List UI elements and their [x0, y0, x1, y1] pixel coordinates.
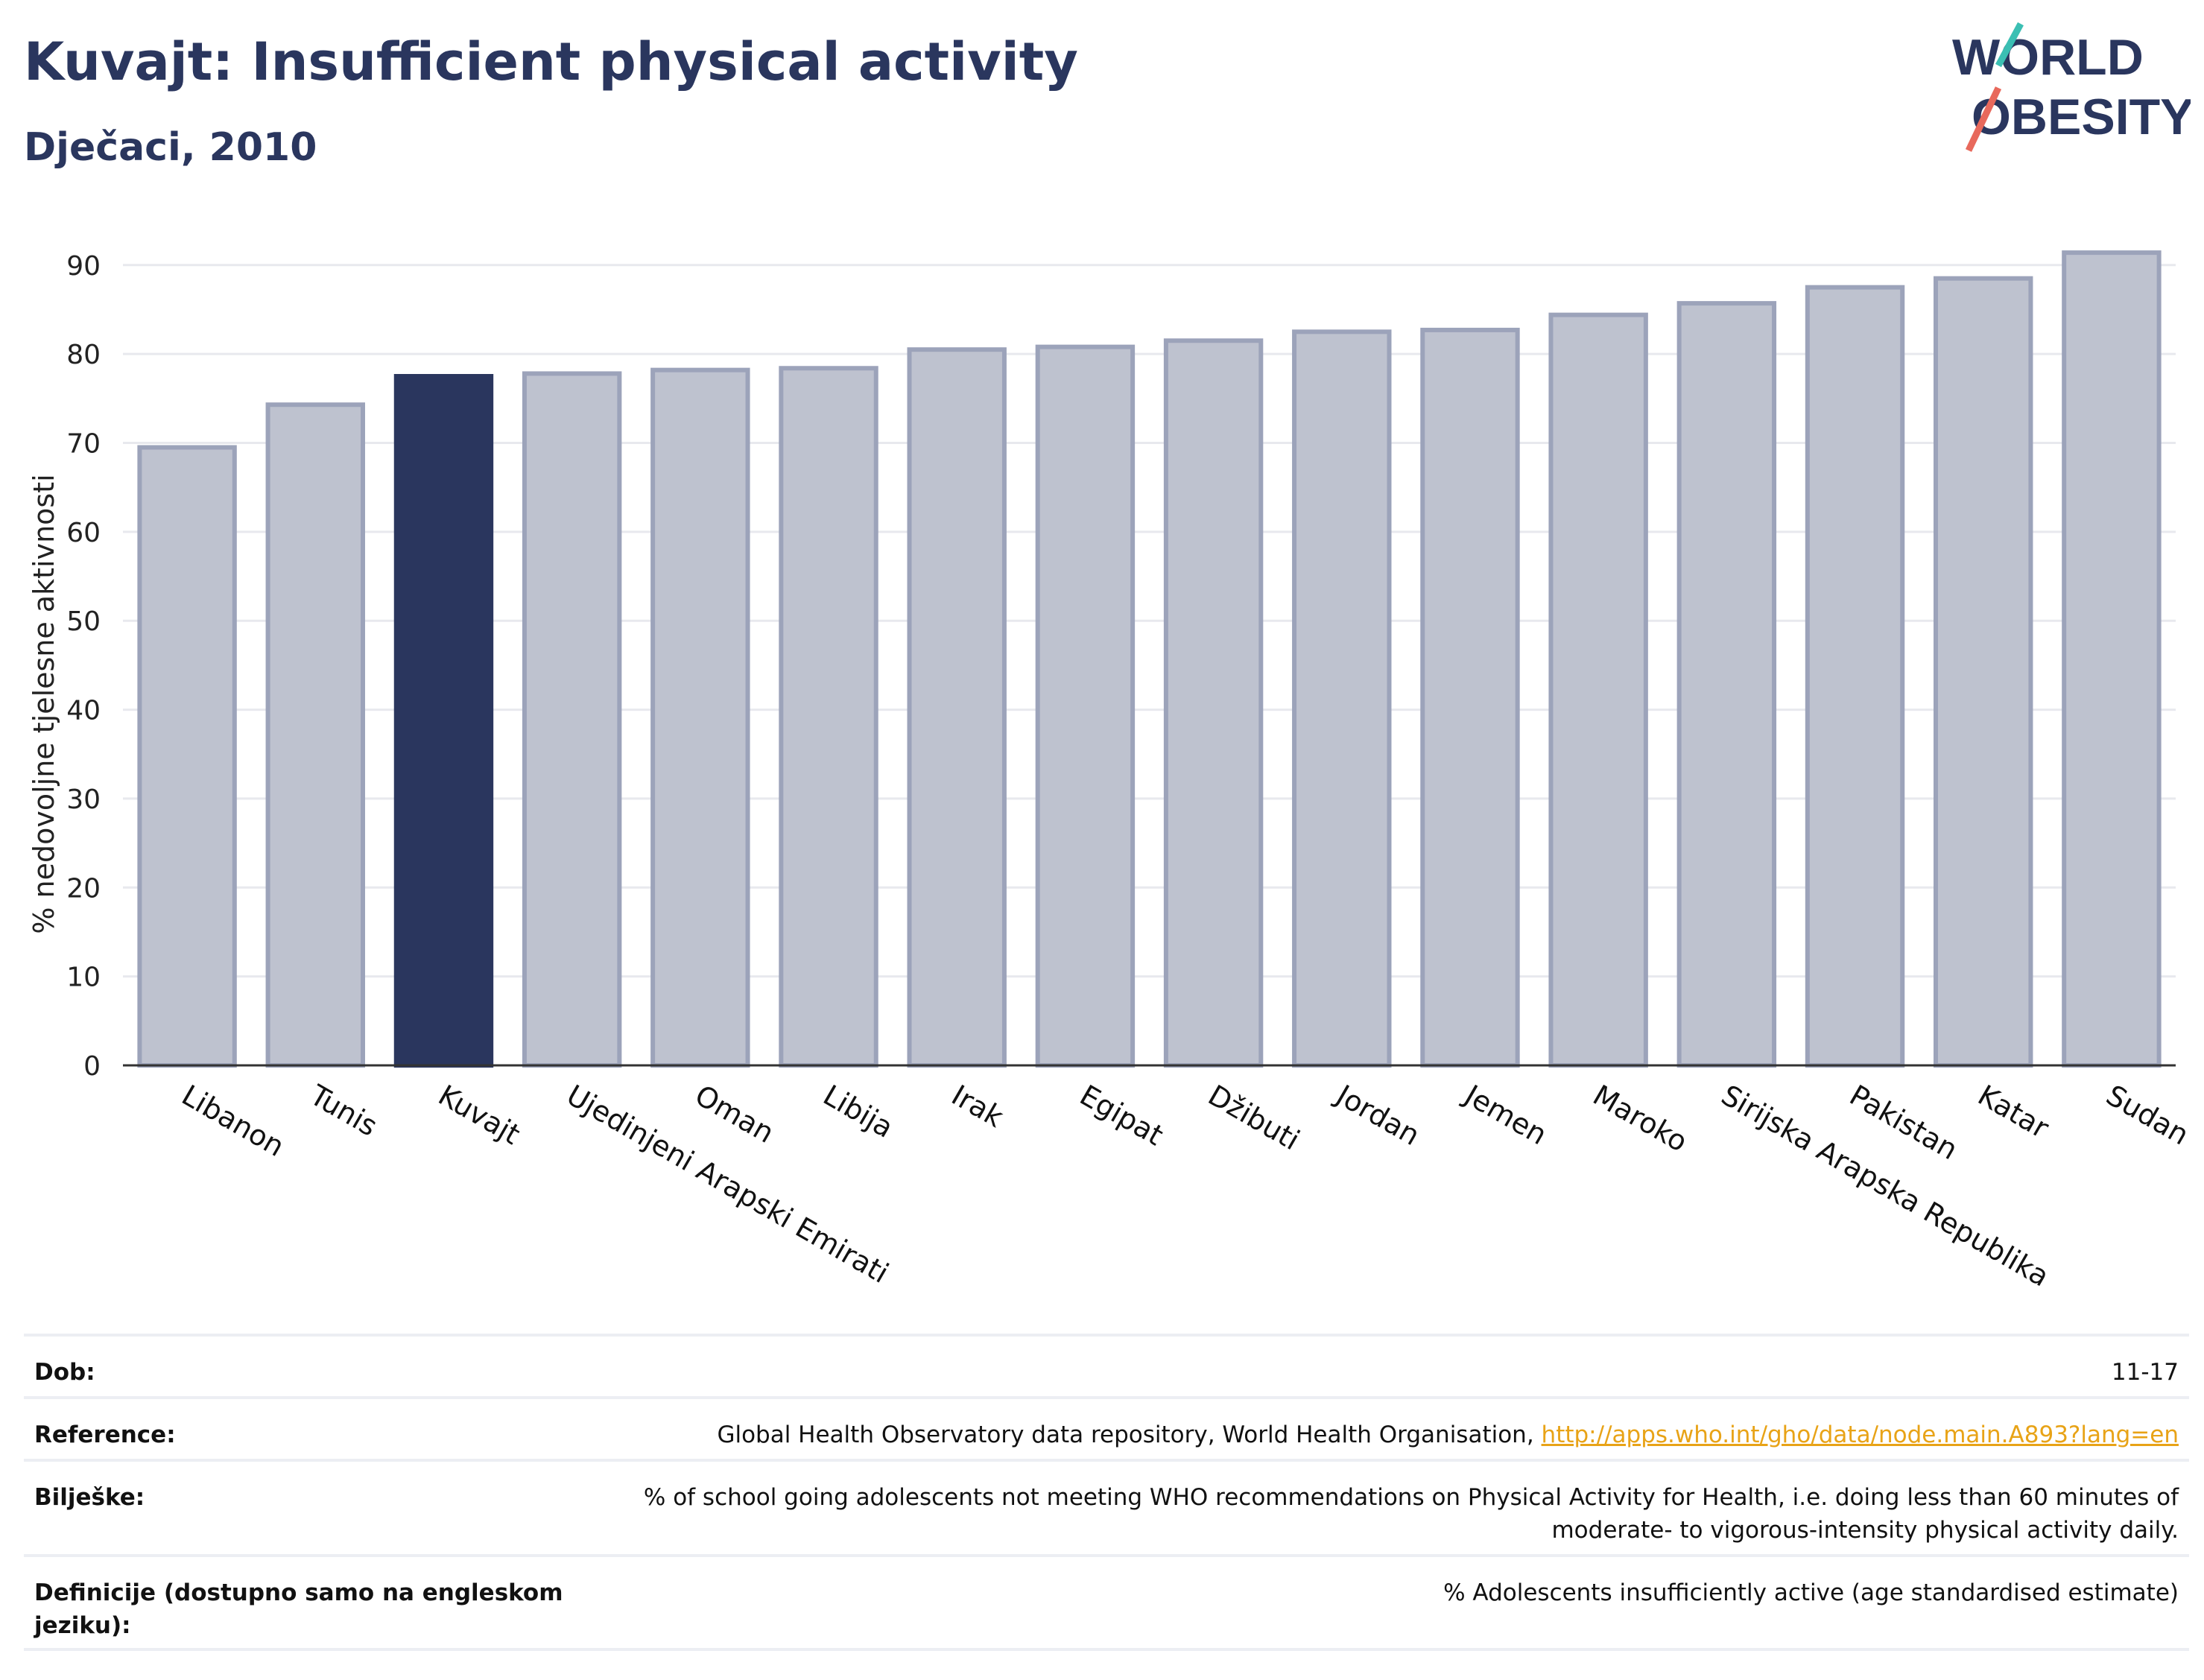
x-tick-label: Katar	[1972, 1079, 2054, 1145]
info-row-definitions: Definicije (dostupno samo na engleskom j…	[24, 1554, 2189, 1651]
x-tick-label: Sudan	[2100, 1079, 2194, 1152]
logo-line-2: OBESITY	[1972, 89, 2191, 145]
y-tick-label: 0	[83, 1051, 101, 1082]
reference-link[interactable]: http://apps.who.int/gho/data/node.main.A…	[1541, 1421, 2179, 1448]
bar-ujedinjeni-arapski-emirati	[522, 371, 622, 1068]
bars	[137, 250, 2162, 1068]
y-tick-label: 40	[66, 696, 101, 726]
x-tick-label: Irak	[946, 1079, 1009, 1134]
bar-maroko	[1548, 312, 1648, 1068]
x-tick-labels: Libanon Tunis Kuvajt Ujedinjeni Arapski Emi…	[177, 1078, 2194, 1293]
x-tick-label: Egipat	[1074, 1079, 1169, 1153]
x-tick-label: Tunis	[304, 1078, 383, 1143]
x-tick-label: Kuvajt	[433, 1079, 525, 1151]
info-label: Definicije (dostupno samo na engleskom j…	[34, 1579, 563, 1639]
info-value: 11-17	[2111, 1359, 2179, 1386]
info-row-notes: Bilješke: % of school going adolescents …	[24, 1459, 2189, 1554]
bar-sirijska-arapska-republika	[1676, 301, 1777, 1068]
x-tick-label: Libanon	[177, 1079, 290, 1163]
world-obesity-logo: WORLD OBESITY	[1952, 22, 2191, 152]
bar-kuvajt	[393, 374, 494, 1068]
info-label: Bilješke:	[34, 1484, 145, 1511]
x-tick-label: Jordan	[1330, 1078, 1425, 1153]
info-row-age: Dob: 11-17	[24, 1334, 2189, 1396]
y-tick-label: 90	[66, 251, 101, 282]
y-tick-label: 20	[66, 873, 101, 904]
y-tick-label: 70	[66, 429, 101, 460]
y-tick-label: 60	[66, 518, 101, 548]
info-table: Dob: 11-17 Reference: Global Health Obse…	[24, 1334, 2189, 1651]
y-tick-label: 10	[66, 963, 101, 993]
bar-tunis	[265, 402, 365, 1068]
bar-egipat	[1035, 344, 1136, 1068]
logo-line-1: WORLD	[1952, 29, 2144, 86]
y-tick-labels: 0 10 20 30 40 50 60 70 80 90	[66, 251, 101, 1082]
info-label: Reference:	[34, 1421, 176, 1448]
x-tick-label: Libija	[818, 1079, 899, 1144]
y-tick-label: 30	[66, 784, 101, 815]
logo-slash-coral	[1965, 86, 2002, 152]
x-tick-label: Oman	[689, 1079, 779, 1150]
y-tick-label: 50	[66, 606, 101, 637]
info-value: % of school going adolescents not meetin…	[643, 1484, 2179, 1544]
x-tick-label: Maroko	[1588, 1079, 1694, 1158]
info-value: Global Health Observatory data repositor…	[717, 1419, 2179, 1459]
bar-džibuti	[1163, 338, 1264, 1068]
bar-irak	[907, 347, 1007, 1068]
page-title: Kuvajt: Insufficient physical activity	[24, 31, 1078, 92]
reference-text: Global Health Observatory data repositor…	[717, 1421, 1542, 1448]
y-tick-label: 80	[66, 340, 101, 370]
bar-jemen	[1420, 327, 1520, 1068]
x-tick-label: Džibuti	[1203, 1079, 1305, 1157]
bar-sudan	[2062, 250, 2162, 1068]
logo-slash-teal	[1995, 22, 2024, 68]
x-tick-label: Jemen	[1458, 1078, 1553, 1152]
bar-oman	[650, 367, 750, 1068]
bar-pakistan	[1805, 285, 1905, 1068]
page-subtitle: Dječaci, 2010	[24, 125, 317, 170]
bar-jordan	[1292, 329, 1392, 1068]
bar-libanon	[137, 445, 237, 1068]
bar-libija	[779, 366, 878, 1068]
info-row-reference: Reference: Global Health Observatory dat…	[24, 1396, 2189, 1459]
info-label: Dob:	[34, 1359, 95, 1386]
info-value: % Adolescents insufficiently active (age…	[1443, 1579, 2179, 1606]
bar-katar	[1934, 276, 2033, 1068]
y-axis-label: % nedovoljne tjelesne aktivnosti	[28, 474, 60, 933]
